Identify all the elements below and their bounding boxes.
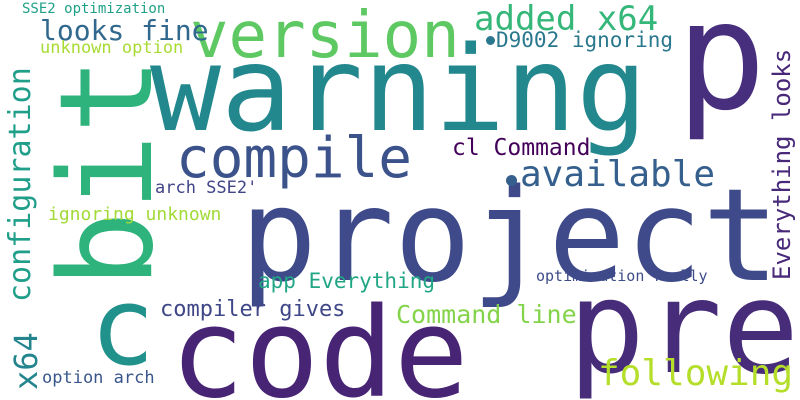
dot-mark [486, 36, 495, 45]
word-added-x64: added x64 [474, 0, 659, 39]
word-optimization-really: optimization really [536, 267, 708, 285]
word-bit: bit [33, 56, 182, 288]
word-compile: compile [176, 126, 413, 191]
word-c: c [90, 265, 156, 390]
word-configuration: configuration [3, 67, 38, 302]
word-sse2-optimization: SSE2 optimization [22, 1, 166, 17]
dot-mark [506, 175, 517, 186]
word-following: following [598, 353, 794, 394]
word-command-line: Command line [396, 300, 577, 329]
word-option-arch: option arch [42, 368, 155, 388]
word-warning: warning [150, 20, 648, 158]
word-app-everything: app Everything [258, 269, 436, 293]
word-looks-fine: looks fine [40, 14, 209, 47]
word-version: version [190, 0, 460, 73]
word-everything-looks: Everything looks [768, 48, 796, 280]
word-arch-sse2: arch SSE2' [155, 178, 258, 198]
word-project: project [240, 162, 780, 311]
word-unknown-option: unknown option [40, 38, 184, 58]
word-pre: pre [568, 254, 800, 400]
word-d9002-ignoring: D9002 ignoring [496, 28, 674, 52]
word-code: code [170, 282, 469, 400]
word-cl-command: cl Command [452, 135, 591, 161]
word-x64: x64 [7, 332, 45, 390]
word-ignoring-unknown: ignoring unknown [48, 204, 222, 225]
word-compiler-gives: compiler gives [160, 297, 346, 322]
word-p: p [676, 0, 767, 144]
word-available: available [520, 154, 716, 195]
